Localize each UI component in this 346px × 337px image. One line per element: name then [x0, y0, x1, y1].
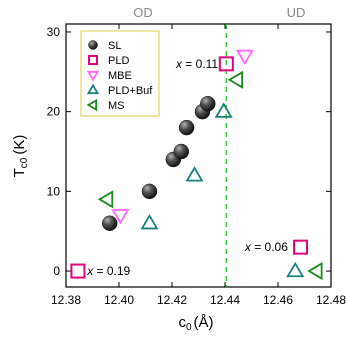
data-point [101, 215, 118, 231]
legend-marker [86, 98, 98, 112]
y-axis-label-unit: (K) [11, 135, 28, 155]
series-sl [101, 95, 216, 231]
y-tick-label: 10 [47, 184, 61, 198]
data-point [307, 262, 323, 281]
data-point [111, 209, 130, 225]
x-tick-label: 12.48 [316, 293, 346, 307]
legend-label: MS [108, 100, 125, 112]
data-point [214, 102, 233, 118]
annotation-variable: x [86, 264, 94, 278]
data-point [140, 213, 159, 230]
legend-marker [86, 83, 100, 95]
y-axis-label-sub: c0 [19, 157, 30, 168]
data-point [235, 49, 254, 66]
x-axis-label: c0 (Å) [178, 314, 213, 333]
x-tick-label: 12.46 [263, 293, 293, 307]
data-point [227, 70, 244, 89]
x-tick-label: 12.44 [210, 293, 240, 307]
data-point [97, 190, 114, 209]
legend-label: SL [108, 40, 121, 52]
region-label-od: OD [133, 5, 153, 20]
y-axis-label: Tc0 (K) [11, 135, 30, 178]
x-tick-label: 12.38 [51, 293, 81, 307]
legend-label: PLD+Buf [108, 85, 153, 97]
data-point [200, 95, 216, 112]
series-pld [70, 56, 309, 279]
data-point [218, 56, 234, 72]
annotations: x = 0.19x = 0.11x = 0.06 [86, 57, 288, 278]
annotation-label: x = 0.11 [175, 57, 218, 71]
data-marks [70, 49, 323, 281]
x-axis-label-sub: 0 [186, 322, 192, 333]
axis-ticks: 12.38 12.40 12.42 12.44 12.46 12.48 0 10 20 30 [47, 24, 346, 307]
data-point [70, 263, 86, 279]
annotation-value: = 0.11 [182, 57, 218, 71]
x-tick-label: 12.42 [157, 293, 187, 307]
x-axis-label-main: c [178, 314, 186, 331]
series-pld-buf [140, 102, 305, 278]
data-point [173, 143, 190, 160]
y-axis-label-main: T [11, 168, 28, 177]
region-label-ud: UD [287, 5, 306, 20]
plot-area [65, 23, 332, 288]
annotation-value: = 0.19 [93, 264, 130, 278]
data-point [178, 119, 195, 136]
legend: SL PLD MBE PLD+Buf MS [80, 30, 160, 117]
y-tick-label: 30 [47, 25, 61, 39]
annotation-variable: x [175, 57, 183, 71]
x-axis-label-unit: (Å) [194, 314, 214, 331]
legend-marker [86, 70, 100, 82]
y-tick-label: 20 [47, 105, 61, 119]
legend-marker [88, 40, 98, 50]
annotation-variable: x [244, 240, 252, 254]
annotation-label: x = 0.19 [86, 264, 130, 278]
data-point [286, 261, 305, 278]
data-point [141, 183, 158, 200]
legend-label: PLD [108, 55, 129, 67]
legend-box [80, 30, 160, 117]
data-point [185, 166, 204, 182]
legend-label: MBE [108, 70, 132, 82]
x-tick-label: 12.40 [104, 293, 134, 307]
annotation-label: x = 0.06 [244, 240, 288, 254]
data-point [293, 239, 309, 255]
series-ms [97, 70, 323, 281]
series-mbe [111, 49, 254, 225]
legend-marker [88, 55, 98, 65]
y-tick-label: 0 [53, 264, 60, 278]
annotation-value: = 0.06 [251, 240, 288, 254]
